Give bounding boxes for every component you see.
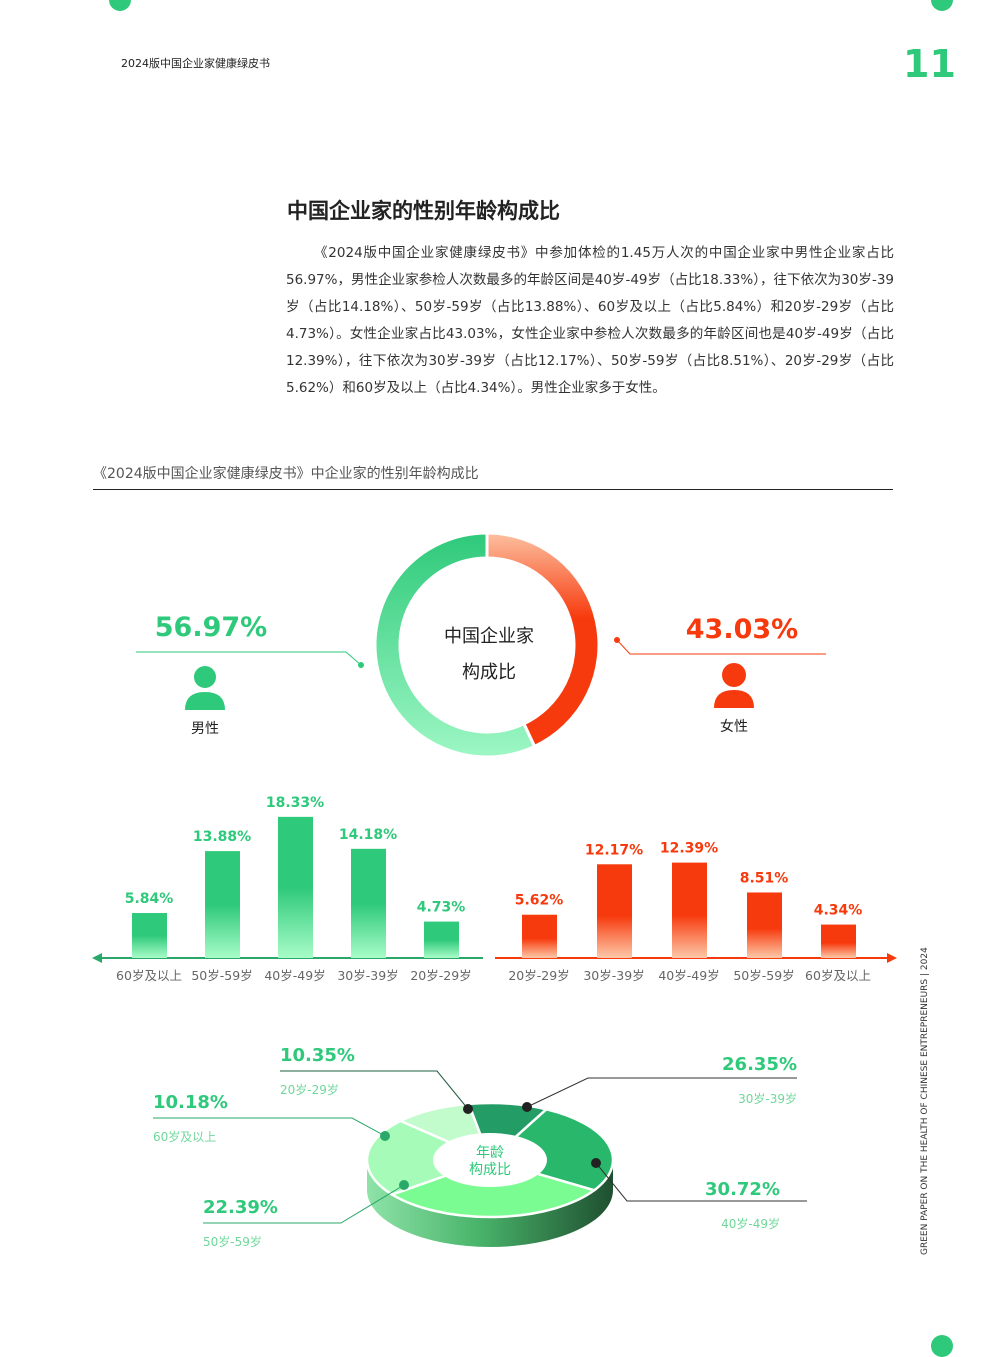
male-bar-category: 30岁-39岁 — [337, 968, 398, 983]
pie-slice-category: 20岁-29岁 — [280, 1082, 339, 1097]
pie-slice-category: 50岁-59岁 — [203, 1234, 262, 1249]
female-label: 女性 — [720, 718, 748, 735]
decor-dot — [931, 0, 953, 11]
pie-leader-line — [280, 1070, 469, 1110]
female-bar-category: 50岁-59岁 — [733, 968, 794, 983]
male-bar — [351, 848, 386, 958]
male-leader-line — [136, 651, 362, 666]
male-label: 男性 — [191, 721, 219, 737]
caption-divider — [93, 489, 893, 490]
female-percent: 43.03% — [686, 614, 798, 645]
pie-leader-dot — [380, 1131, 390, 1141]
male-leader-dot — [358, 662, 364, 668]
pie-leader-dot — [463, 1104, 473, 1114]
male-bar-value: 18.33% — [266, 795, 324, 811]
pie-slice-value: 26.35% — [722, 1054, 797, 1075]
male-bar-category: 20岁-29岁 — [410, 968, 471, 983]
male-bar-value: 13.88% — [193, 829, 251, 845]
pie-slice-category: 60岁及以上 — [153, 1129, 216, 1144]
decor-dot — [109, 0, 131, 11]
age-bar-charts: 5.84% 60岁及以上 13.88% 50岁-59岁 18.33% 40岁-49岁 14.… — [92, 795, 897, 983]
male-bar-value: 4.73% — [417, 900, 466, 916]
figure-caption: 《2024版中国企业家健康绿皮书》中企业家的性别年龄构成比 — [93, 466, 479, 482]
pie-slice — [487, 1107, 615, 1192]
pie-slice — [365, 1119, 494, 1196]
female-leader-dot — [614, 637, 620, 643]
pie-leader-line — [526, 1077, 797, 1108]
gender-donut-chart: 中国企业家 构成比 56.97% 43.03% 男性 女性 — [136, 531, 826, 759]
pie-slice-category: 40岁-49岁 — [721, 1216, 780, 1231]
pie-slice-category: 30岁-39岁 — [738, 1091, 797, 1106]
female-bar — [522, 914, 557, 958]
page-number: 11 — [903, 42, 956, 86]
donut-center-line1: 中国企业家 — [444, 626, 534, 647]
decor-dot — [931, 1335, 953, 1357]
female-bar — [597, 864, 632, 958]
pie-leader-dot — [591, 1158, 601, 1168]
pie-leader-line — [595, 1162, 807, 1202]
pie-leader-dot — [399, 1180, 409, 1190]
pie-leader-line — [203, 1184, 405, 1224]
female-bar-value: 4.34% — [814, 903, 863, 919]
section-title: 中国企业家的性别年龄构成比 — [287, 199, 560, 223]
male-bar-category: 60岁及以上 — [116, 968, 182, 983]
female-bar-value: 5.62% — [515, 893, 564, 909]
female-bar — [821, 924, 856, 958]
pie-slice-value: 10.35% — [280, 1045, 355, 1066]
female-bar-value: 12.39% — [660, 841, 718, 857]
section-paragraph: 《2024版中国企业家健康绿皮书》中参加体检的1.45万人次的中国企业家中男性企… — [286, 245, 894, 396]
pie-leader-dot — [522, 1102, 532, 1112]
female-bar — [747, 892, 782, 958]
female-bar-value: 12.17% — [585, 842, 643, 858]
male-bar — [205, 851, 240, 958]
pie-center-line1: 年龄 — [476, 1145, 504, 1161]
male-bar-value: 14.18% — [339, 827, 397, 843]
male-percent: 56.97% — [155, 612, 267, 643]
male-axis-arrow — [92, 953, 102, 963]
male-bar-category: 40岁-49岁 — [264, 968, 325, 983]
pie-slice-value: 30.72% — [705, 1179, 780, 1200]
male-bar — [132, 913, 167, 958]
female-bar — [672, 862, 707, 958]
pie-slice-value: 10.18% — [153, 1092, 228, 1113]
female-bar-category: 60岁及以上 — [805, 968, 871, 983]
male-bar — [424, 921, 459, 958]
female-axis-arrow — [887, 953, 897, 963]
pie-center-hole — [433, 1133, 547, 1187]
female-icon — [714, 663, 754, 708]
female-bar-category: 30岁-39岁 — [583, 968, 644, 983]
male-icon — [185, 666, 225, 710]
pie-center-line2: 构成比 — [469, 1162, 511, 1178]
pie-slice-value: 22.39% — [203, 1197, 278, 1218]
age-pie-chart: 年龄构成比 10.35% 20岁-29岁 26.35% 30岁-39岁 30.72% 40… — [153, 1045, 807, 1249]
male-bar — [278, 816, 313, 958]
female-bar-value: 8.51% — [740, 870, 789, 886]
female-bar-category: 20岁-29岁 — [508, 968, 569, 983]
male-bar-category: 50岁-59岁 — [191, 968, 252, 983]
document-title: 2024版中国企业家健康绿皮书 — [121, 57, 270, 70]
male-bar-value: 5.84% — [125, 891, 174, 907]
pie-leader-line — [153, 1117, 386, 1137]
female-bar-category: 40岁-49岁 — [658, 968, 719, 983]
pie-slice — [389, 1158, 597, 1219]
donut-slice-male — [373, 531, 537, 759]
female-leader-line — [616, 639, 826, 655]
donut-center-line2: 构成比 — [462, 662, 516, 683]
